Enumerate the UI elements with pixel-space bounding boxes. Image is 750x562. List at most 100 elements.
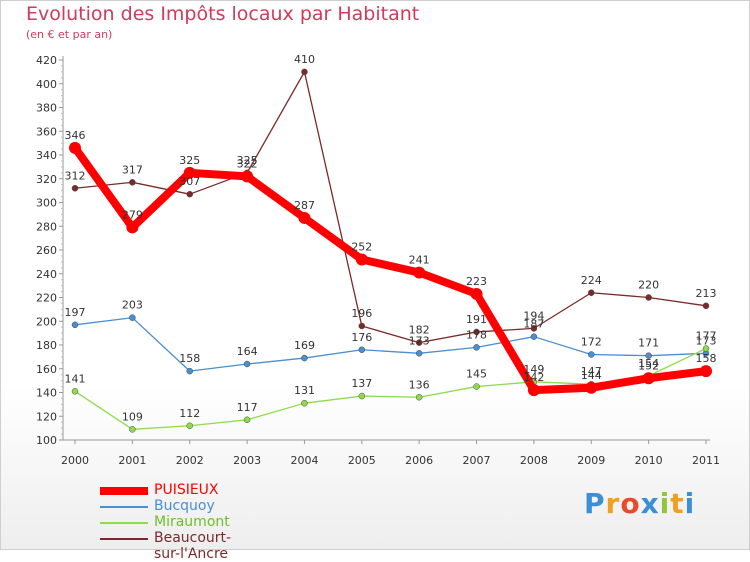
legend-label: Beaucourt-sur-l'Ancre	[154, 530, 232, 562]
data-point-puisieux	[527, 384, 540, 397]
data-label-puisieux: 252	[351, 241, 372, 254]
x-tick-label: 2008	[520, 454, 548, 467]
y-tick-label: 320	[36, 173, 57, 186]
y-tick-label: 120	[36, 410, 57, 423]
y-tick-label: 300	[36, 197, 57, 210]
data-label-puisieux: 158	[696, 352, 717, 365]
y-tick-label: 140	[36, 387, 57, 400]
data-point-bucquoy	[473, 344, 480, 351]
data-labels-layer: 312 317 307 325 410 196 182 191 194 224 220 213 197 2…	[65, 53, 717, 423]
legend-swatch	[100, 522, 148, 524]
data-label-bucquoy: 203	[122, 299, 143, 312]
data-label-bucquoy: 158	[179, 352, 200, 365]
data-point-puisieux	[183, 166, 196, 179]
y-tick-label: 340	[36, 149, 57, 162]
data-label-miraumont: 177	[696, 330, 717, 343]
data-point-puisieux	[355, 253, 368, 266]
data-point-beaucourt-sur-l-ancre	[588, 289, 595, 296]
data-label-puisieux: 241	[409, 254, 430, 267]
y-tick-label: 100	[36, 434, 57, 447]
data-label-miraumont: 109	[122, 410, 143, 423]
data-label-beaucourt-sur-l-ancre: 182	[409, 324, 430, 337]
data-label-beaucourt-sur-l-ancre: 196	[351, 307, 372, 320]
legend-swatch	[100, 506, 148, 508]
data-point-beaucourt-sur-l-ancre	[186, 190, 193, 198]
data-point-miraumont	[129, 426, 136, 433]
data-label-miraumont: 112	[179, 407, 200, 420]
data-label-miraumont: 154	[638, 357, 659, 370]
chart-frame	[0, 0, 750, 550]
data-point-bucquoy	[358, 346, 366, 353]
line-chart: 100 120 140 160 180 200 220 240 260 280 300 320 340 3…	[36, 53, 720, 467]
data-label-beaucourt-sur-l-ancre: 194	[523, 309, 544, 322]
data-label-puisieux: 287	[294, 199, 315, 212]
data-point-beaucourt-sur-l-ancre	[645, 294, 652, 301]
data-point-miraumont	[243, 416, 251, 424]
x-tick-label: 2001	[118, 454, 146, 467]
data-label-bucquoy: 187	[523, 318, 544, 331]
data-label-bucquoy: 173	[409, 334, 430, 347]
data-label-beaucourt-sur-l-ancre: 213	[696, 287, 717, 300]
y-tick-label: 260	[36, 244, 57, 257]
data-label-bucquoy: 178	[466, 328, 487, 341]
data-point-puisieux	[700, 365, 712, 378]
data-label-miraumont: 136	[409, 378, 430, 391]
y-tick-label: 380	[36, 102, 57, 115]
data-point-beaucourt-sur-l-ancre	[702, 302, 710, 310]
chart-subtitle: (en € et par an)	[26, 28, 113, 41]
data-label-beaucourt-sur-l-ancre: 410	[294, 53, 315, 66]
data-point-miraumont	[473, 383, 480, 390]
data-point-puisieux	[413, 266, 426, 279]
x-tick-label: 2005	[348, 454, 376, 467]
data-point-bucquoy	[71, 321, 79, 329]
data-point-puisieux	[585, 381, 598, 394]
data-point-puisieux	[126, 221, 139, 234]
data-label-miraumont: 117	[237, 401, 258, 414]
x-tick-label: 2009	[577, 454, 605, 467]
legend-label: Bucquoy	[154, 498, 215, 514]
data-label-puisieux: 223	[466, 275, 487, 288]
x-tick-label: 2002	[176, 454, 204, 467]
data-point-miraumont	[71, 388, 79, 395]
y-tick-label: 420	[36, 54, 57, 67]
data-label-puisieux: 152	[638, 359, 659, 372]
data-point-puisieux	[470, 287, 483, 300]
data-label-bucquoy: 169	[294, 339, 315, 352]
series-layer	[69, 68, 712, 433]
legend-label: PUISIEUX	[154, 482, 219, 498]
series-line-miraumont	[74, 347, 707, 430]
data-point-bucquoy	[301, 354, 308, 362]
data-label-miraumont: 137	[351, 377, 372, 390]
data-point-miraumont	[358, 392, 366, 400]
data-point-beaucourt-sur-l-ancre	[415, 339, 423, 346]
series-line-bucquoy	[74, 317, 707, 372]
data-label-miraumont: 145	[466, 368, 487, 381]
series-line-beaucourt-sur-l-ancre	[74, 71, 707, 344]
y-tick-label: 200	[36, 315, 57, 328]
data-point-miraumont	[415, 394, 423, 401]
data-label-bucquoy: 164	[237, 345, 258, 358]
data-label-puisieux: 322	[237, 157, 258, 170]
y-tick-label: 180	[36, 339, 57, 352]
data-label-puisieux: 325	[179, 154, 200, 167]
data-label-beaucourt-sur-l-ancre: 325	[237, 154, 258, 167]
data-label-bucquoy: 172	[581, 336, 602, 349]
x-tick-label: 2011	[692, 454, 720, 467]
x-tick-label: 2007	[463, 454, 491, 467]
legend-swatch	[100, 487, 148, 495]
data-point-beaucourt-sur-l-ancre	[129, 179, 136, 186]
data-label-puisieux: 144	[581, 369, 602, 382]
data-point-bucquoy	[415, 350, 423, 357]
legend-label: Miraumont	[154, 514, 230, 530]
data-label-miraumont: 141	[65, 372, 86, 385]
y-tick-label: 160	[36, 363, 57, 376]
y-tick-label: 240	[36, 268, 57, 281]
data-point-bucquoy	[243, 360, 251, 368]
data-point-bucquoy	[588, 351, 595, 358]
data-point-miraumont	[186, 422, 193, 429]
data-label-beaucourt-sur-l-ancre: 312	[65, 169, 86, 182]
axes: 100 120 140 160 180 200 220 240 260 280 300 320 340 3…	[36, 54, 720, 467]
data-point-bucquoy	[186, 367, 193, 375]
x-tick-label: 2003	[233, 454, 261, 467]
proxiti-logo: Proxiti	[584, 487, 696, 520]
